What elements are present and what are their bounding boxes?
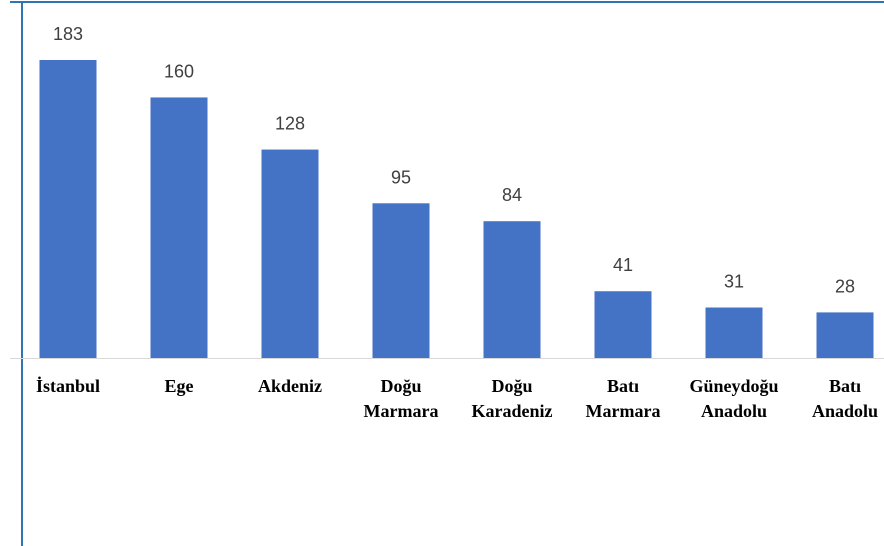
bar <box>483 221 541 358</box>
value-label: 41 <box>613 255 633 275</box>
value-label: 28 <box>835 276 855 296</box>
x-tick-label: Akdeniz <box>257 376 323 396</box>
bar <box>816 312 874 358</box>
value-label: 95 <box>391 167 411 187</box>
x-tick-label: Güneydoğu Anadolu <box>689 376 779 421</box>
x-tick-label: İstanbul <box>35 376 101 396</box>
x-tick-label: Ege <box>164 376 194 396</box>
x-tick-label: Doğu Karadeniz <box>471 376 553 421</box>
value-label: 128 <box>275 114 305 134</box>
bar <box>39 60 97 358</box>
value-label: 160 <box>164 61 194 81</box>
value-label: 84 <box>502 185 522 205</box>
bar <box>594 291 652 358</box>
x-tick-label: Batı Anadolu <box>811 376 879 421</box>
bar <box>705 307 763 358</box>
value-label: 31 <box>724 272 744 292</box>
bar <box>261 149 319 358</box>
x-tick-label: Batı Marmara <box>585 376 661 421</box>
bar <box>372 203 430 358</box>
value-label: 183 <box>53 24 83 44</box>
x-tick-label: Doğu Marmara <box>363 376 439 421</box>
bar <box>150 97 208 358</box>
